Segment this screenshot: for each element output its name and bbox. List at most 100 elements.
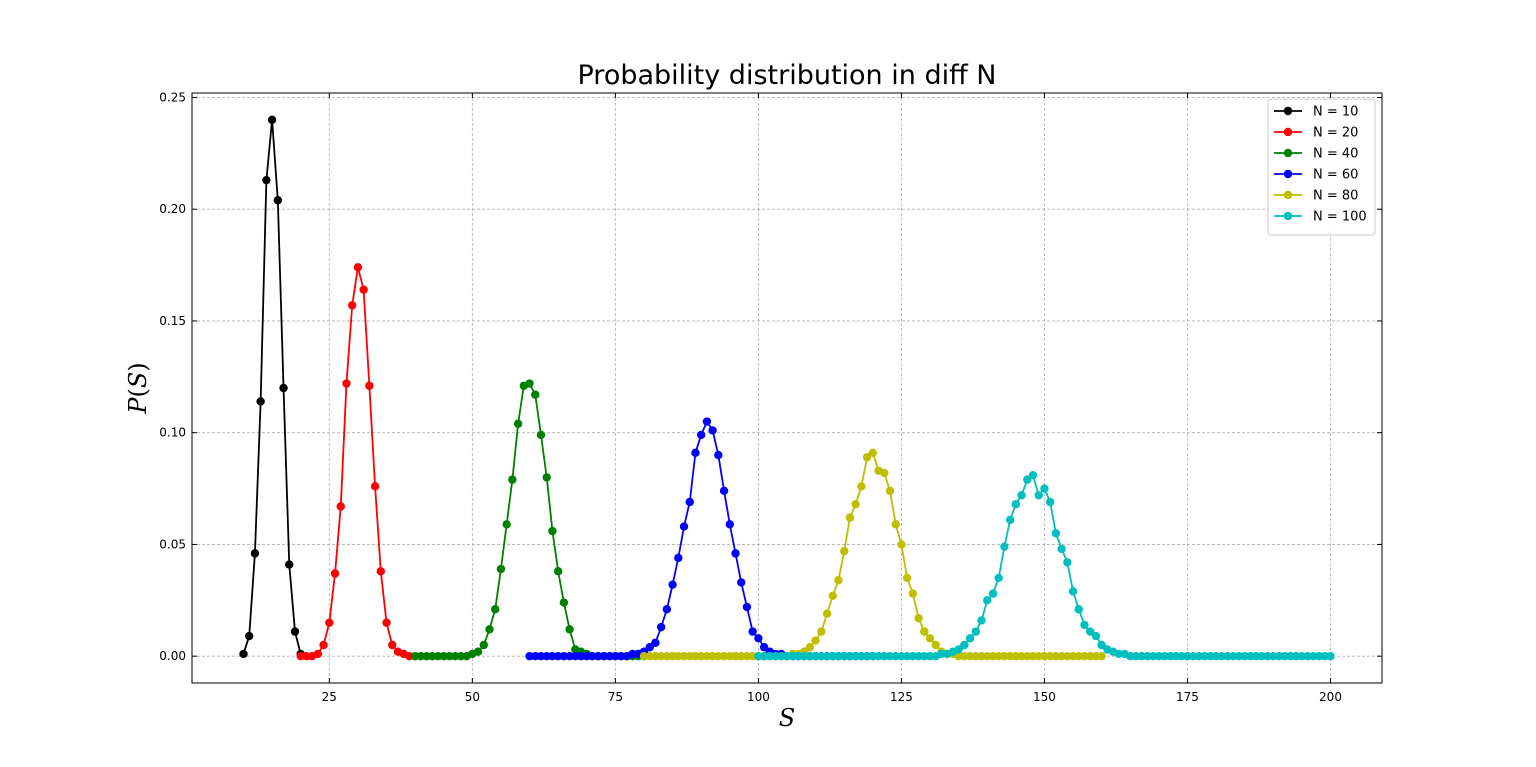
data-point — [536, 430, 546, 440]
data-point — [491, 605, 500, 614]
x-tick-label: 125 — [890, 690, 913, 704]
data-point — [256, 397, 265, 406]
data-point — [239, 649, 248, 659]
data-point — [473, 647, 483, 656]
data-point — [1011, 500, 1021, 509]
data-point — [267, 115, 277, 125]
x-tick-label: 175 — [1176, 690, 1199, 704]
legend-label: N = 80 — [1313, 189, 1358, 204]
legend-marker — [1283, 148, 1293, 158]
data-point — [965, 634, 975, 643]
data-point — [668, 580, 677, 589]
data-point — [742, 602, 752, 612]
chart-title: Probability distribution in diff N — [578, 60, 997, 91]
data-point — [553, 567, 563, 576]
x-tick-label: 150 — [1033, 690, 1056, 704]
data-point — [342, 379, 351, 388]
data-point — [920, 627, 929, 636]
data-point — [313, 649, 323, 659]
data-point — [565, 625, 574, 634]
data-point — [674, 553, 683, 563]
series-6 — [754, 470, 1335, 661]
x-tick-label: 75 — [608, 690, 623, 704]
series-layer — [239, 115, 1335, 661]
data-point — [513, 419, 523, 428]
data-point — [479, 640, 488, 650]
data-point — [685, 497, 694, 507]
data-point — [1040, 484, 1049, 493]
legend-label: N = 10 — [1313, 105, 1358, 120]
data-point — [696, 430, 706, 440]
data-point — [748, 627, 757, 636]
data-point — [880, 468, 889, 478]
data-point — [1045, 497, 1055, 507]
y-tick-label: 0.15 — [159, 314, 186, 328]
data-point — [902, 573, 912, 583]
legend-label: N = 100 — [1313, 210, 1367, 225]
y-tick-label: 0.25 — [159, 90, 186, 104]
y-tick-label: 0.05 — [159, 537, 186, 551]
data-point — [731, 549, 740, 558]
data-point — [1074, 605, 1083, 614]
data-point — [822, 609, 832, 618]
data-point — [1017, 491, 1026, 500]
y-tick-label: 0.10 — [159, 426, 186, 440]
data-point — [1034, 491, 1043, 500]
data-point — [691, 448, 700, 458]
data-point — [857, 482, 866, 491]
data-point — [376, 567, 385, 576]
data-point — [931, 640, 940, 650]
data-point — [908, 589, 918, 598]
data-point — [496, 564, 506, 574]
data-point — [365, 381, 374, 390]
data-point — [319, 640, 328, 650]
data-point — [1000, 542, 1009, 551]
data-point — [805, 643, 815, 652]
legend-label: N = 60 — [1313, 168, 1358, 183]
data-point — [759, 643, 769, 652]
data-point — [1086, 627, 1095, 636]
data-point — [862, 453, 872, 462]
data-point — [817, 627, 826, 636]
data-point — [897, 540, 906, 549]
data-point — [1028, 470, 1038, 480]
data-point — [925, 634, 935, 643]
legend-marker — [1283, 169, 1293, 179]
x-tick-label: 50 — [465, 690, 480, 704]
data-point — [994, 573, 1003, 583]
data-point — [840, 546, 849, 556]
y-axis-label-part: ) — [124, 362, 152, 371]
data-point — [725, 520, 734, 529]
data-point — [1063, 558, 1072, 567]
data-point — [971, 627, 980, 636]
legend-box — [1267, 98, 1376, 236]
legend-marker — [1283, 127, 1293, 137]
data-point — [1005, 515, 1015, 525]
y-tick-label: 0.00 — [159, 649, 186, 663]
data-point — [714, 450, 723, 460]
data-point — [960, 640, 969, 650]
data-point — [262, 175, 271, 185]
series-1 — [239, 115, 305, 659]
data-point — [353, 263, 363, 272]
data-point — [737, 578, 746, 587]
data-point — [245, 631, 254, 641]
data-point — [885, 486, 895, 495]
data-point — [279, 383, 288, 393]
data-point — [645, 643, 654, 652]
legend-label: N = 40 — [1313, 147, 1358, 162]
data-point — [508, 475, 517, 484]
data-point — [988, 589, 998, 598]
legend: N = 10 N = 20 N = 40 N = 60 N = 80 N = 100 — [1267, 98, 1376, 236]
y-axis-label-part: P — [124, 397, 152, 415]
data-point — [370, 482, 380, 491]
data-point — [388, 640, 397, 650]
x-tick-label: 100 — [747, 690, 770, 704]
data-point — [525, 379, 534, 388]
y-axis-label: P(S) — [124, 362, 152, 414]
data-point — [325, 618, 334, 627]
data-point — [656, 622, 666, 632]
data-point — [531, 390, 540, 399]
data-point — [977, 616, 986, 625]
